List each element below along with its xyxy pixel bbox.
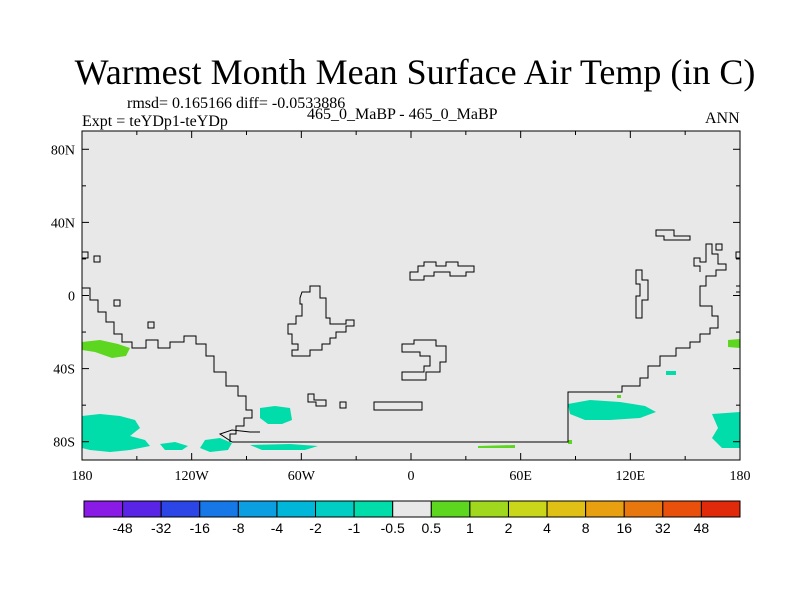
lon-label: 60W xyxy=(288,469,316,484)
colorbar xyxy=(83,500,741,518)
colorbar-labels: -48 -32 -16 -8 -4 -2 -1 -0.5 0.5 1 2 4 8 16 32 48 xyxy=(112,520,709,536)
lat-label: 40N xyxy=(51,216,75,231)
map-title: Warmest Month Mean Surface Air Temp (in … xyxy=(74,52,756,92)
coastline xyxy=(401,339,447,381)
positive-anomaly-regions xyxy=(82,339,740,448)
anomaly-patch xyxy=(712,412,740,448)
anomaly-patch xyxy=(200,438,232,452)
anomaly-patch xyxy=(82,414,150,452)
coastline xyxy=(373,401,423,411)
colorbar-label: 16 xyxy=(616,520,632,536)
anomaly-patch xyxy=(617,395,621,398)
anomaly-patch xyxy=(478,445,515,448)
coastline xyxy=(307,393,327,407)
colorbar-swatch xyxy=(662,500,702,518)
coastline xyxy=(287,285,355,357)
colorbar-label: 8 xyxy=(582,520,590,536)
lon-label: 60E xyxy=(509,469,532,484)
colorbar-swatch xyxy=(276,500,317,518)
anomaly-patch xyxy=(260,406,292,424)
colorbar-swatch xyxy=(700,500,741,518)
lon-label: 0 xyxy=(408,469,415,484)
colorbar-label: -1 xyxy=(348,520,361,536)
colorbar-label: -48 xyxy=(112,520,132,536)
period-line: 465_0_MaBP - 465_0_MaBP xyxy=(307,106,498,123)
colorbar-swatch xyxy=(546,500,587,518)
coastline xyxy=(113,299,121,307)
colorbar-swatch xyxy=(585,500,625,518)
coastline xyxy=(82,287,253,442)
coastline xyxy=(218,429,260,443)
anomaly-patch xyxy=(568,440,572,444)
colorbar-label: 4 xyxy=(543,520,551,536)
colorbar-swatch xyxy=(392,500,432,518)
colorbar-swatch xyxy=(199,500,239,518)
stats-line: rmsd= 0.165166 diff= -0.0533886 xyxy=(127,95,346,112)
colorbar-swatch xyxy=(507,500,548,518)
coastline xyxy=(655,229,691,241)
lat-label: 0 xyxy=(68,290,75,305)
anomaly-patch xyxy=(728,339,740,348)
longitude-labels: 180 120W 60W 0 60E 120E 180 xyxy=(72,469,751,484)
coastline xyxy=(635,269,649,319)
season-label: ANN xyxy=(705,110,740,127)
anomaly-patch xyxy=(160,442,188,450)
colorbar-label: 32 xyxy=(655,520,671,536)
colorbar-label: 2 xyxy=(505,520,513,536)
lon-label: 180 xyxy=(72,469,93,484)
coastline xyxy=(715,243,723,251)
colorbar-label: 0.5 xyxy=(422,520,442,536)
lon-label: 180 xyxy=(730,469,751,484)
lat-label: 80S xyxy=(53,436,75,451)
lat-label: 80N xyxy=(51,143,75,158)
anomaly-patch xyxy=(250,444,318,450)
colorbar-swatch xyxy=(160,500,201,518)
anomaly-patch xyxy=(568,400,656,420)
colorbar-label: -0.5 xyxy=(381,520,405,536)
experiment-line: Expt = teYDp1-teYDp xyxy=(82,113,228,130)
colorbar-swatch xyxy=(122,500,162,518)
coastline-outlines xyxy=(81,229,741,443)
coastline xyxy=(147,321,155,329)
colorbar-swatch xyxy=(623,500,664,518)
colorbar-swatch xyxy=(353,500,394,518)
colorbar-label: 1 xyxy=(466,520,474,536)
colorbar-label: -32 xyxy=(151,520,171,536)
coastline xyxy=(232,243,727,443)
anomaly-patch xyxy=(82,340,130,358)
coastline xyxy=(93,255,101,263)
colorbar-label: 48 xyxy=(694,520,710,536)
coastline xyxy=(339,401,347,409)
latitude-labels: 80N 40N 0 40S 80S xyxy=(51,143,75,450)
lon-label: 120E xyxy=(616,469,646,484)
colorbar-swatch xyxy=(430,500,471,518)
colorbar-label: -8 xyxy=(232,520,245,536)
lat-label: 40S xyxy=(53,363,75,378)
negative-anomaly-regions xyxy=(82,371,740,452)
colorbar-swatch xyxy=(237,500,278,518)
colorbar-label: -2 xyxy=(309,520,322,536)
axis-ticks xyxy=(81,131,741,460)
map-area xyxy=(81,130,741,461)
coastline xyxy=(409,261,475,281)
colorbar-swatch xyxy=(83,500,124,518)
lon-label: 120W xyxy=(175,469,210,484)
colorbar-label: -16 xyxy=(190,520,210,536)
colorbar-swatch xyxy=(315,500,355,518)
anomaly-patch xyxy=(666,371,676,375)
colorbar-swatch xyxy=(469,500,509,518)
colorbar-label: -4 xyxy=(271,520,284,536)
